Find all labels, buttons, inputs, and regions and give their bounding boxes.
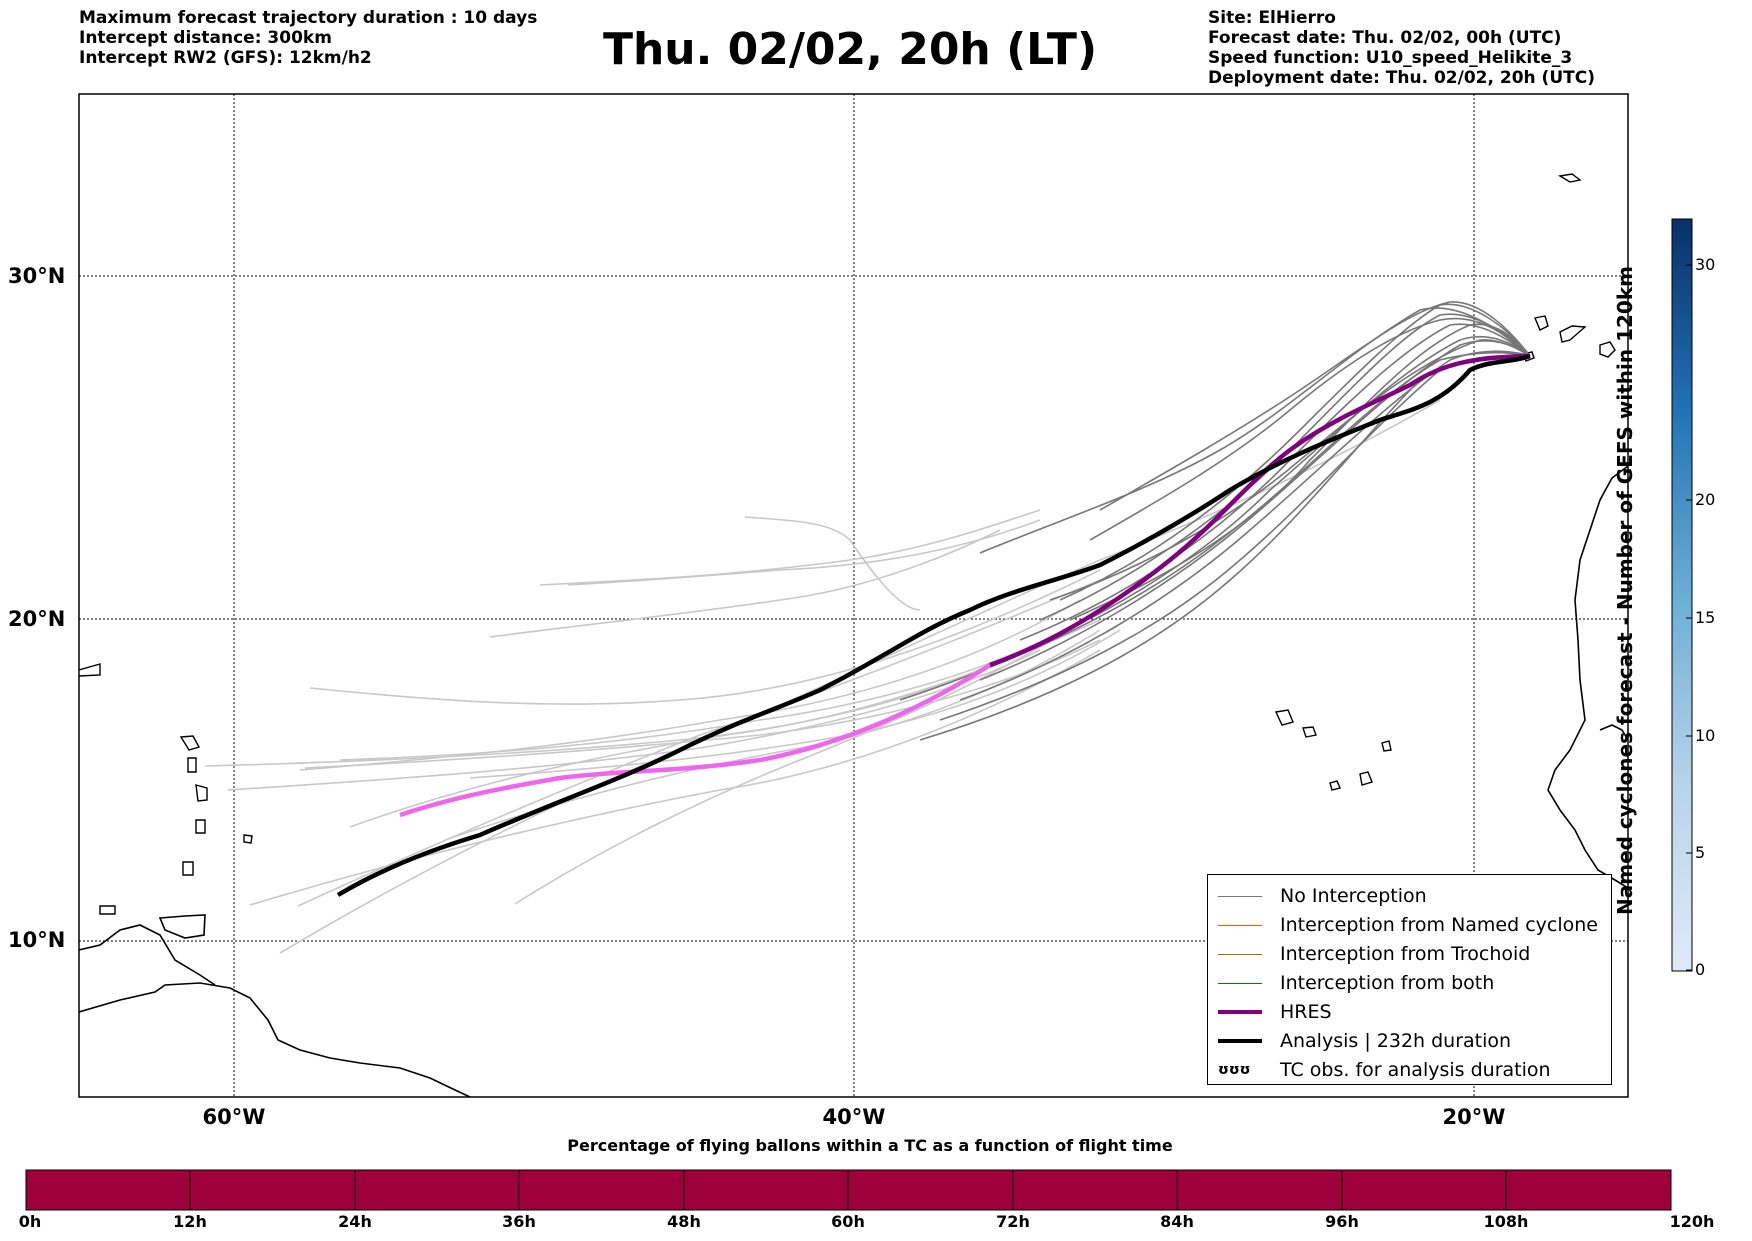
header-right: Site: ElHierro Forecast date: Thu. 02/02… bbox=[1208, 8, 1595, 88]
hour-label-36h: 36h bbox=[502, 1212, 536, 1231]
max-duration-text: Maximum forecast trajectory duration : 1… bbox=[79, 8, 538, 28]
island-antilles-7 bbox=[79, 663, 101, 677]
colorbar-tick-0: 0 bbox=[1695, 960, 1706, 979]
island-antilles-1 bbox=[179, 735, 201, 751]
legend-label: HRES bbox=[1280, 1001, 1332, 1023]
deployment-date-text: Deployment date: Thu. 02/02, 20h (UTC) bbox=[1208, 68, 1595, 88]
legend-item-named-cyclone: Interception from Named cyclone bbox=[1218, 911, 1598, 939]
legend-item-tc-obs: ʊʊʊ TC obs. for analysis duration bbox=[1218, 1056, 1551, 1084]
island-canary-3 bbox=[1599, 341, 1616, 358]
island-canary-2 bbox=[1559, 325, 1587, 343]
coastlines bbox=[79, 465, 1628, 1097]
lon-label-20w: 20°W bbox=[1442, 1105, 1506, 1129]
legend-swatch-no-interception bbox=[1218, 895, 1262, 897]
hour-label-120h: 120h bbox=[1669, 1212, 1715, 1231]
island-cape-verde-2 bbox=[1302, 726, 1317, 738]
island-antilles-4 bbox=[195, 819, 206, 834]
legend-item-analysis: Analysis | 232h duration bbox=[1218, 1027, 1511, 1055]
islands bbox=[79, 173, 1616, 915]
intercept-distance-text: Intercept distance: 300km bbox=[79, 28, 332, 48]
tc-obs-icon: ʊʊʊ bbox=[1218, 1062, 1251, 1078]
legend-label: Interception from Trochoid bbox=[1280, 943, 1531, 965]
legend-label: TC obs. for analysis duration bbox=[1280, 1059, 1551, 1081]
island-barbados bbox=[243, 834, 253, 844]
hour-label-0h: 0h bbox=[18, 1212, 42, 1231]
header-left: Maximum forecast trajectory duration : 1… bbox=[79, 8, 537, 68]
legend-item-trochoid: Interception from Trochoid bbox=[1218, 940, 1530, 968]
intercept-rw2-text: Intercept RW2 (GFS): 12km/h2 bbox=[79, 48, 372, 68]
coast-trinidad bbox=[158, 914, 206, 939]
hour-label-60h: 60h bbox=[831, 1212, 865, 1231]
lat-label-20n: 20°N bbox=[8, 607, 66, 631]
legend-label: Interception from both bbox=[1280, 972, 1495, 994]
legend-label: Interception from Named cyclone bbox=[1280, 914, 1598, 936]
speed-function-text: Speed function: U10_speed_Helikite_3 bbox=[1208, 48, 1573, 68]
island-cape-verde-4 bbox=[1359, 771, 1373, 786]
legend-label: No Interception bbox=[1280, 885, 1427, 907]
lon-label-60w: 60°W bbox=[202, 1105, 266, 1129]
colorbar-title: Named cyclones forecast - Number of GEFS… bbox=[1613, 266, 1637, 915]
island-cape-verde-1 bbox=[1274, 709, 1294, 726]
colorbar bbox=[1671, 218, 1693, 972]
island-cape-verde-3 bbox=[1381, 740, 1392, 752]
island-madeira bbox=[1558, 173, 1582, 183]
legend: No Interception Interception from Named … bbox=[1207, 874, 1612, 1085]
colorbar-ticks bbox=[1686, 264, 1692, 971]
hour-label-96h: 96h bbox=[1325, 1212, 1359, 1231]
colorbar-tick-30: 30 bbox=[1695, 255, 1716, 274]
hour-label-12h: 12h bbox=[173, 1212, 207, 1231]
gridlines bbox=[79, 94, 1628, 1097]
lat-label-10n: 10°N bbox=[8, 928, 66, 952]
hour-label-24h: 24h bbox=[338, 1212, 372, 1231]
lon-label-40w: 40°W bbox=[822, 1105, 886, 1129]
analysis-track bbox=[336, 353, 1531, 897]
colorbar-tick-20: 20 bbox=[1695, 490, 1716, 509]
island-antilles-5 bbox=[182, 861, 194, 876]
coast-venezuela-north bbox=[79, 924, 216, 986]
legend-swatch-hres bbox=[1218, 1010, 1262, 1014]
hour-label-108h: 108h bbox=[1483, 1212, 1529, 1231]
hour-label-84h: 84h bbox=[1160, 1212, 1194, 1231]
legend-item-hres: HRES bbox=[1218, 998, 1332, 1026]
hres-track bbox=[989, 353, 1531, 668]
coast-africa-bump bbox=[1599, 724, 1628, 741]
colorbar-tick-10: 10 bbox=[1695, 726, 1716, 745]
island-antilles-2 bbox=[187, 757, 197, 773]
legend-swatch-both bbox=[1218, 982, 1262, 984]
legend-swatch-analysis bbox=[1218, 1039, 1262, 1043]
time-bar-ticks bbox=[189, 1170, 1507, 1210]
coast-west-africa bbox=[1547, 465, 1628, 889]
colorbar-tick-5: 5 bbox=[1695, 843, 1706, 862]
forecast-date-text: Forecast date: Thu. 02/02, 00h (UTC) bbox=[1208, 28, 1562, 48]
island-cape-verde-5 bbox=[1329, 780, 1341, 791]
island-canary-1 bbox=[1534, 315, 1549, 331]
legend-swatch-trochoid bbox=[1218, 953, 1262, 955]
colorbar-tick-15: 15 bbox=[1695, 608, 1716, 627]
island-antilles-3 bbox=[195, 784, 208, 802]
hour-label-72h: 72h bbox=[996, 1212, 1030, 1231]
coast-south-america bbox=[79, 982, 471, 1097]
hour-label-48h: 48h bbox=[667, 1212, 701, 1231]
legend-swatch-named-cyclone bbox=[1218, 924, 1262, 926]
hres-track-light bbox=[399, 663, 992, 818]
map-title: Thu. 02/02, 20h (LT) bbox=[602, 24, 1098, 75]
legend-label: Analysis | 232h duration bbox=[1280, 1030, 1512, 1052]
legend-item-no-interception: No Interception bbox=[1218, 882, 1427, 910]
site-text: Site: ElHierro bbox=[1208, 8, 1336, 28]
legend-item-both: Interception from both bbox=[1218, 969, 1494, 997]
lat-label-30n: 30°N bbox=[8, 264, 66, 288]
time-bar-title: Percentage of flying ballons within a TC… bbox=[567, 1136, 1173, 1155]
island-antilles-6 bbox=[99, 905, 116, 915]
